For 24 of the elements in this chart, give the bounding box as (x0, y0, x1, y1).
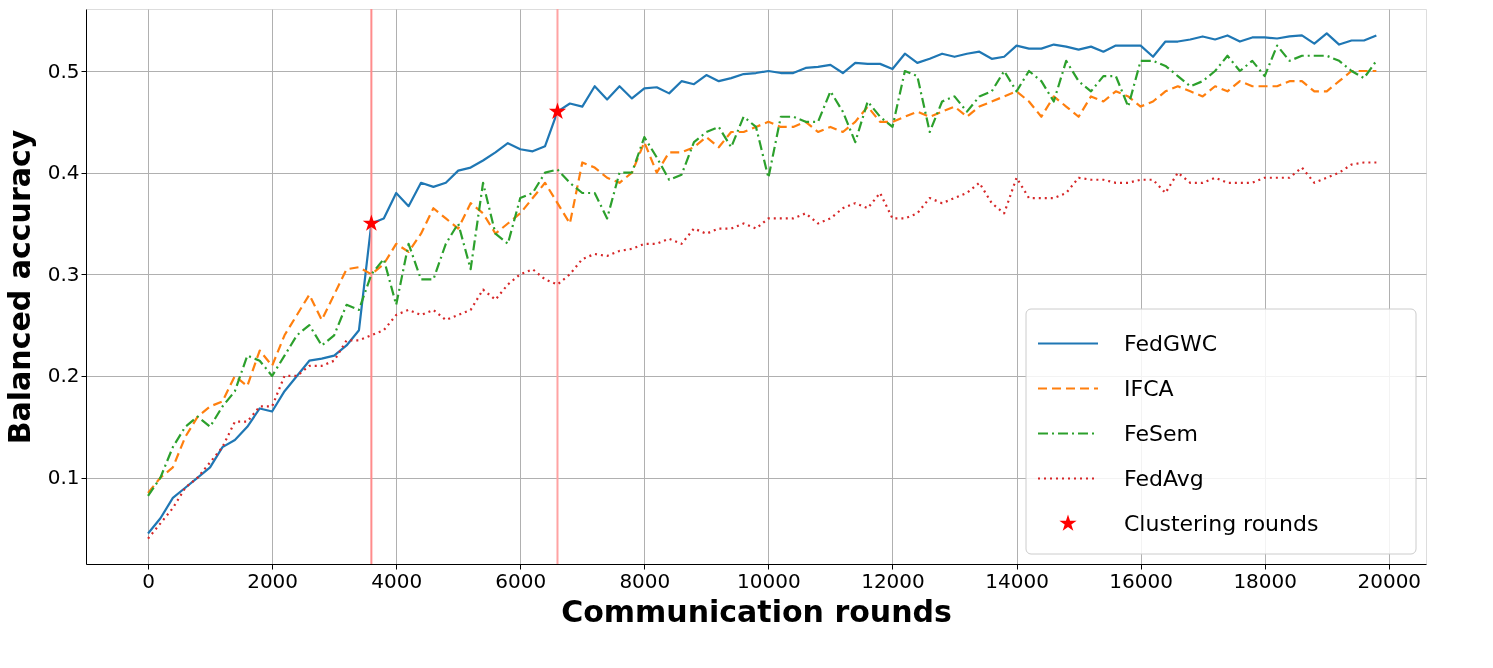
x-tick-label: 8000 (619, 568, 671, 593)
x-tick-label: 10000 (737, 568, 801, 593)
x-tick-label: 14000 (985, 568, 1049, 593)
legend-label: FeSem (1124, 420, 1198, 446)
x-tick-label: 20000 (1357, 568, 1422, 593)
y-tick-label: 0.1 (47, 465, 80, 490)
legend-label: FedAvg (1124, 465, 1204, 491)
x-tick-label: 6000 (495, 568, 547, 593)
x-tick-label: 12000 (861, 568, 925, 593)
y-tick-label: 0.3 (47, 261, 80, 286)
x-tick-label: 2000 (247, 568, 299, 593)
y-axis-title: Balanced accuracy (1, 129, 37, 445)
x-axis-title: Communication rounds (561, 593, 952, 629)
x-tick-label: 0 (142, 568, 155, 593)
y-tick-label: 0.4 (47, 160, 80, 185)
x-tick-label: 18000 (1233, 568, 1298, 593)
y-tick-label: 0.5 (47, 58, 80, 83)
line-series (146, 161, 1378, 540)
x-tick-label: 16000 (1109, 568, 1173, 593)
legend-label: IFCA (1124, 375, 1174, 401)
y-tick-label: 0.2 (47, 363, 80, 388)
legend-label: Clustering rounds (1124, 510, 1319, 536)
x-tick-label: 4000 (371, 568, 423, 593)
legend-label: FedGWC (1124, 330, 1218, 356)
